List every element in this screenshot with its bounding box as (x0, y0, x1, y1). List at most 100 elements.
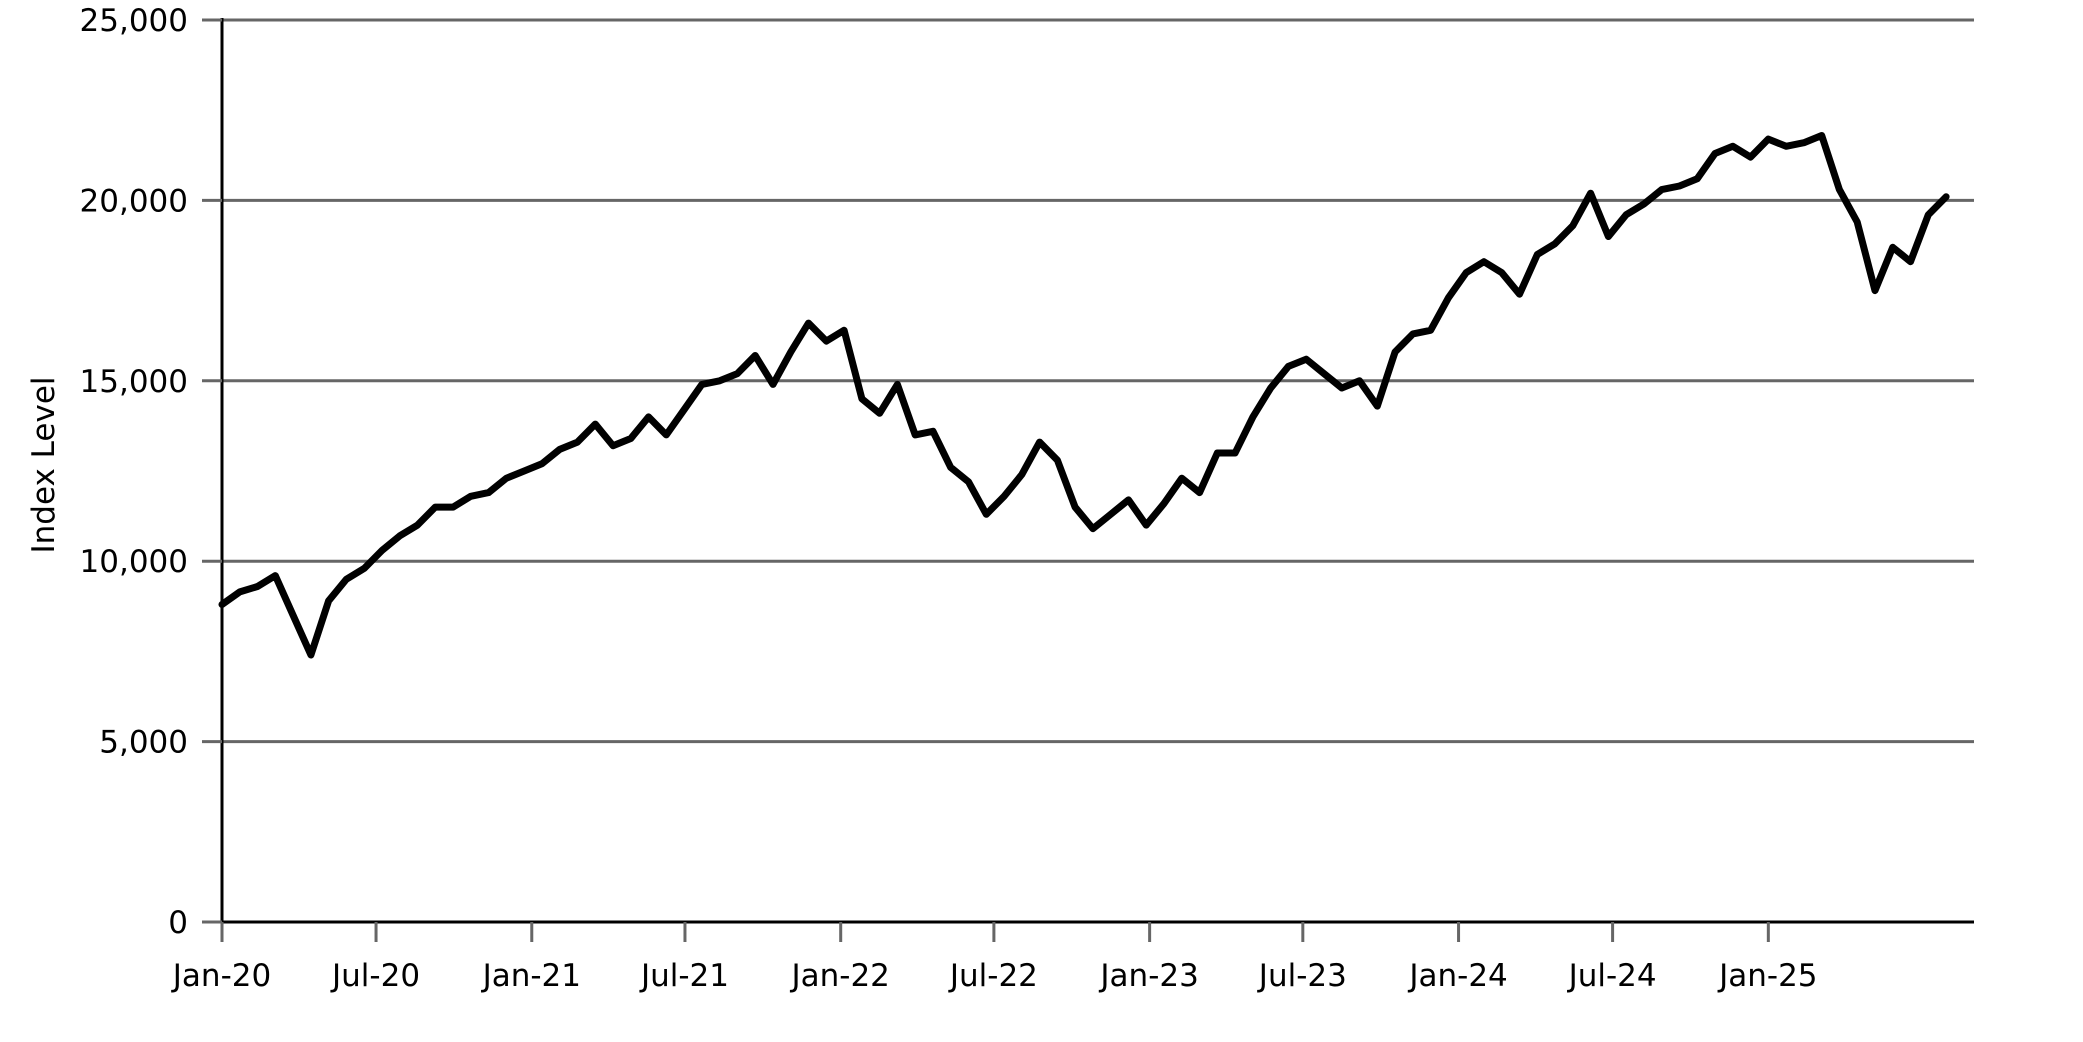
data-point (1089, 525, 1096, 532)
data-point (1889, 244, 1896, 251)
data-point (681, 406, 688, 413)
data-point (1516, 291, 1523, 298)
data-point (1658, 186, 1665, 193)
x-tick-label: Jul-22 (948, 958, 1038, 994)
data-point (503, 475, 510, 482)
data-point (1569, 222, 1576, 229)
data-point (1107, 511, 1114, 518)
data-point (1285, 363, 1292, 370)
data-point (752, 352, 759, 359)
data-point (894, 381, 901, 388)
data-point (325, 597, 332, 604)
y-tick-label: 20,000 (80, 183, 188, 219)
x-tick-label: Jul-23 (1257, 958, 1347, 994)
data-point (947, 464, 954, 471)
data-point (379, 547, 385, 554)
data-point (823, 338, 830, 345)
data-point (272, 572, 279, 579)
data-point (1747, 154, 1754, 161)
data-point (1676, 183, 1683, 189)
data-point (254, 583, 261, 590)
y-tick-label: 10,000 (80, 544, 188, 580)
x-tick-label: Jul-20 (330, 958, 420, 994)
data-point (912, 431, 919, 438)
data-point (1480, 258, 1487, 265)
data-point (965, 478, 972, 485)
data-point (983, 511, 990, 518)
data-point (1800, 139, 1807, 146)
data-point (1356, 377, 1363, 384)
data-point (1712, 150, 1718, 157)
x-tick-label: Jan-21 (481, 958, 581, 994)
data-point (1534, 251, 1541, 258)
data-point (930, 428, 936, 435)
x-tick-label: Jul-24 (1567, 958, 1657, 994)
y-ticks: 0 5,000 10,000 15,000 20,000 25,000 (80, 3, 222, 941)
data-point (1267, 385, 1274, 391)
data-point (1445, 294, 1452, 301)
data-point (592, 421, 599, 428)
data-point (698, 381, 705, 388)
y-tick-label: 25,000 (80, 3, 188, 39)
axes (220, 18, 1974, 924)
data-point (1765, 136, 1772, 143)
data-point (290, 612, 297, 619)
data-point (1623, 211, 1630, 218)
data-point (1392, 348, 1399, 355)
data-point (1729, 143, 1736, 150)
data-point (627, 435, 634, 442)
data-point (1232, 450, 1239, 456)
y-axis-title: Index Level (26, 376, 62, 553)
data-point (1321, 370, 1327, 377)
data-point (1783, 143, 1790, 150)
data-point (485, 489, 492, 496)
data-point (1409, 330, 1416, 337)
x-tick-label: Jan-24 (1407, 958, 1507, 994)
data-point (1605, 233, 1612, 240)
grid-lines (222, 18, 1974, 744)
data-point (1054, 457, 1061, 464)
data-point (1036, 439, 1043, 446)
data-point (1001, 493, 1008, 500)
data-point (1196, 489, 1203, 496)
data-point (1694, 175, 1701, 182)
data-point (1463, 269, 1470, 276)
data-point (1640, 201, 1647, 207)
data-point (1925, 211, 1932, 218)
data-point (574, 439, 581, 446)
data-point (876, 410, 883, 417)
y-tick-label: 5,000 (99, 725, 188, 761)
data-point (556, 446, 563, 453)
data-point (1143, 522, 1150, 529)
data-point (1818, 132, 1825, 139)
series-0 (218, 132, 1950, 659)
data-point (841, 327, 848, 334)
data-point (1072, 504, 1079, 511)
x-tick-label: Jan-22 (789, 958, 889, 994)
data-point (414, 522, 421, 529)
data-point (770, 381, 776, 388)
data-point (396, 532, 403, 539)
x-ticks: Jan-20 Jul-20 Jan-21 Jul-21 Jan-22 Jul-22 Jan-… (171, 922, 1818, 994)
data-point (716, 377, 723, 384)
data-point (787, 348, 794, 355)
data-point (1587, 190, 1594, 197)
data-point (1854, 219, 1861, 225)
data-point (663, 431, 670, 438)
data-point (1374, 403, 1381, 410)
data-point (1552, 240, 1558, 247)
data-point (343, 576, 350, 583)
y-tick-label: 0 (168, 905, 188, 941)
data-point (236, 588, 243, 595)
data-point (1125, 496, 1132, 503)
y-tick-label: 15,000 (80, 364, 188, 400)
data-point (467, 493, 474, 500)
data-point (1907, 258, 1914, 265)
data-point (1303, 356, 1310, 363)
series-line (218, 132, 1950, 659)
data-point (432, 504, 439, 511)
data-point (1338, 385, 1345, 391)
data-point (450, 504, 457, 511)
x-tick-label: Jan-23 (1098, 958, 1198, 994)
